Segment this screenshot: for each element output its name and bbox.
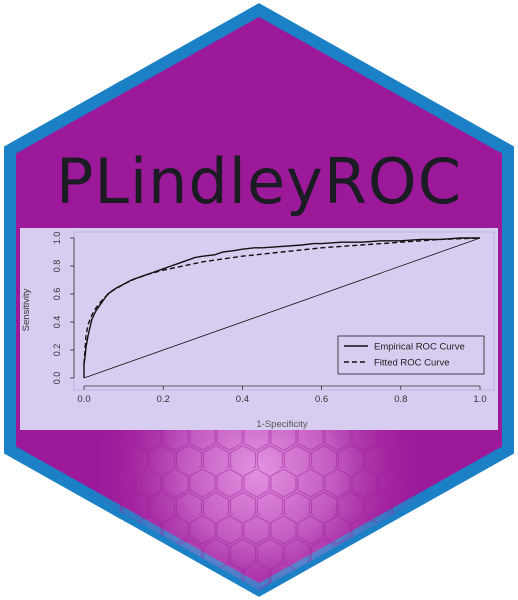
y-tick-label: 0.0 — [52, 372, 62, 385]
x-tick-label: 0.4 — [236, 394, 249, 405]
roc-chart: 0.0 0.2 0.4 0.6 0.8 1.0 0.0 0.2 0.4 0.6 0.8 1.0 Emp… — [20, 228, 498, 430]
y-tick-label: 1.0 — [52, 232, 62, 245]
x-tick-label: 0.0 — [77, 394, 90, 405]
x-tick-label: 0.6 — [315, 394, 328, 405]
x-axis-label: 1-Specificity — [256, 419, 307, 430]
x-tick-label: 0.8 — [394, 394, 407, 405]
y-tick-label: 0.2 — [52, 344, 62, 357]
legend-label-fitted: Fitted ROC Curve — [374, 358, 450, 369]
roc-plot-panel: 0.0 0.2 0.4 0.6 0.8 1.0 0.0 0.2 0.4 0.6 0.8 1.0 Emp… — [20, 228, 498, 430]
package-title: PLindleyROC — [0, 142, 518, 222]
x-tick-label: 1.0 — [473, 394, 486, 405]
y-tick-label: 0.8 — [52, 260, 62, 273]
y-axis-label: Sensitivity — [21, 288, 32, 331]
x-tick-label: 0.2 — [157, 394, 170, 405]
y-tick-label: 0.4 — [52, 316, 62, 329]
chart-background — [20, 228, 498, 430]
y-tick-label: 0.6 — [52, 288, 62, 301]
legend-label-empirical: Empirical ROC Curve — [374, 342, 465, 353]
